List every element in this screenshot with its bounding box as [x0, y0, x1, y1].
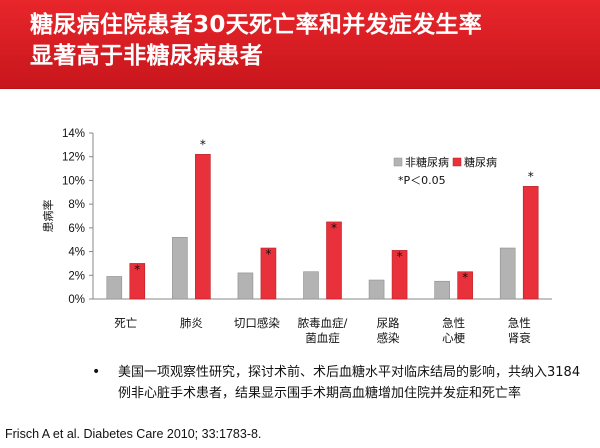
y-tick-label: 12%	[62, 152, 85, 164]
bar-non-diabetic	[368, 279, 385, 300]
legend-significance-note: *P＜0.05	[398, 174, 446, 187]
significance-marker: *	[331, 221, 337, 235]
significance-marker: *	[528, 169, 534, 183]
bar-non-diabetic	[106, 276, 123, 300]
x-category-label: 急性	[442, 316, 465, 330]
bullet-marker: •	[92, 364, 101, 380]
bar-non-diabetic	[172, 237, 188, 300]
legend-swatch-non-diabetic	[393, 157, 403, 167]
bar-diabetic	[195, 154, 211, 300]
bar-diabetic	[522, 186, 539, 300]
y-tick-label: 4%	[68, 247, 85, 259]
significance-marker: *	[265, 247, 271, 261]
x-category-label: 心梗	[442, 331, 465, 345]
x-category-label: 切口感染	[234, 316, 280, 330]
legend-swatch-diabetic	[452, 157, 462, 167]
title-line-2: 显著高于非糖尿病患者	[30, 43, 263, 69]
bar-non-diabetic	[499, 247, 516, 300]
x-category-label: 菌血症	[305, 331, 340, 345]
significance-marker: *	[397, 249, 403, 263]
y-axis-title: 患病率	[41, 200, 55, 233]
x-category-label: 感染	[377, 331, 400, 345]
y-tick-label: 0%	[68, 294, 85, 306]
significance-marker: *	[462, 271, 468, 285]
y-tick-label: 6%	[68, 223, 85, 235]
bar-non-diabetic	[237, 272, 254, 300]
y-tick-label: 14%	[62, 128, 85, 140]
study-note-text: 美国一项观察性研究，探讨术前、术后血糖水平对临床结局的影响，共纳入3184例非心…	[118, 365, 581, 401]
x-category-label: 脓毒血症/	[298, 316, 348, 330]
legend-label-non-diabetic: 非糖尿病	[405, 155, 449, 169]
y-tick-label: 8%	[68, 199, 85, 211]
page-title: 糖尿病住院患者30天死亡率和并发症发生率 显著高于非糖尿病患者	[30, 10, 590, 72]
y-tick-label: 10%	[62, 175, 85, 187]
bar-diabetic	[260, 247, 277, 300]
significance-marker: *	[134, 262, 140, 276]
x-category-label: 急性	[508, 316, 531, 330]
x-category-label: 尿路	[377, 316, 400, 330]
legend-label-diabetic: 糖尿病	[464, 155, 497, 169]
x-category-label: 死亡	[114, 316, 137, 330]
title-line-1: 糖尿病住院患者30天死亡率和并发症发生率	[30, 12, 483, 38]
x-category-label: 肾衰	[508, 331, 531, 345]
complication-rate-bar-chart: 0% 2% 4% 6% 8% 10% 12% 14% 患病率 * 死亡 * 肺炎 * 切口感染 * 脓毒血症/菌…	[41, 128, 552, 345]
bar-non-diabetic	[303, 271, 319, 300]
citation: Frisch A et al. Diabetes Care 2010; 33:1…	[5, 427, 262, 441]
bar-diabetic	[326, 221, 342, 300]
bar-diabetic	[129, 263, 146, 300]
x-category-label: 肺炎	[180, 316, 203, 330]
title-banner: 糖尿病住院患者30天死亡率和并发症发生率 显著高于非糖尿病患者	[0, 0, 600, 89]
bar-diabetic	[457, 271, 473, 300]
significance-marker: *	[200, 137, 206, 151]
bar-non-diabetic	[434, 280, 450, 300]
bar-diabetic	[391, 250, 408, 300]
y-tick-label: 2%	[68, 270, 85, 282]
